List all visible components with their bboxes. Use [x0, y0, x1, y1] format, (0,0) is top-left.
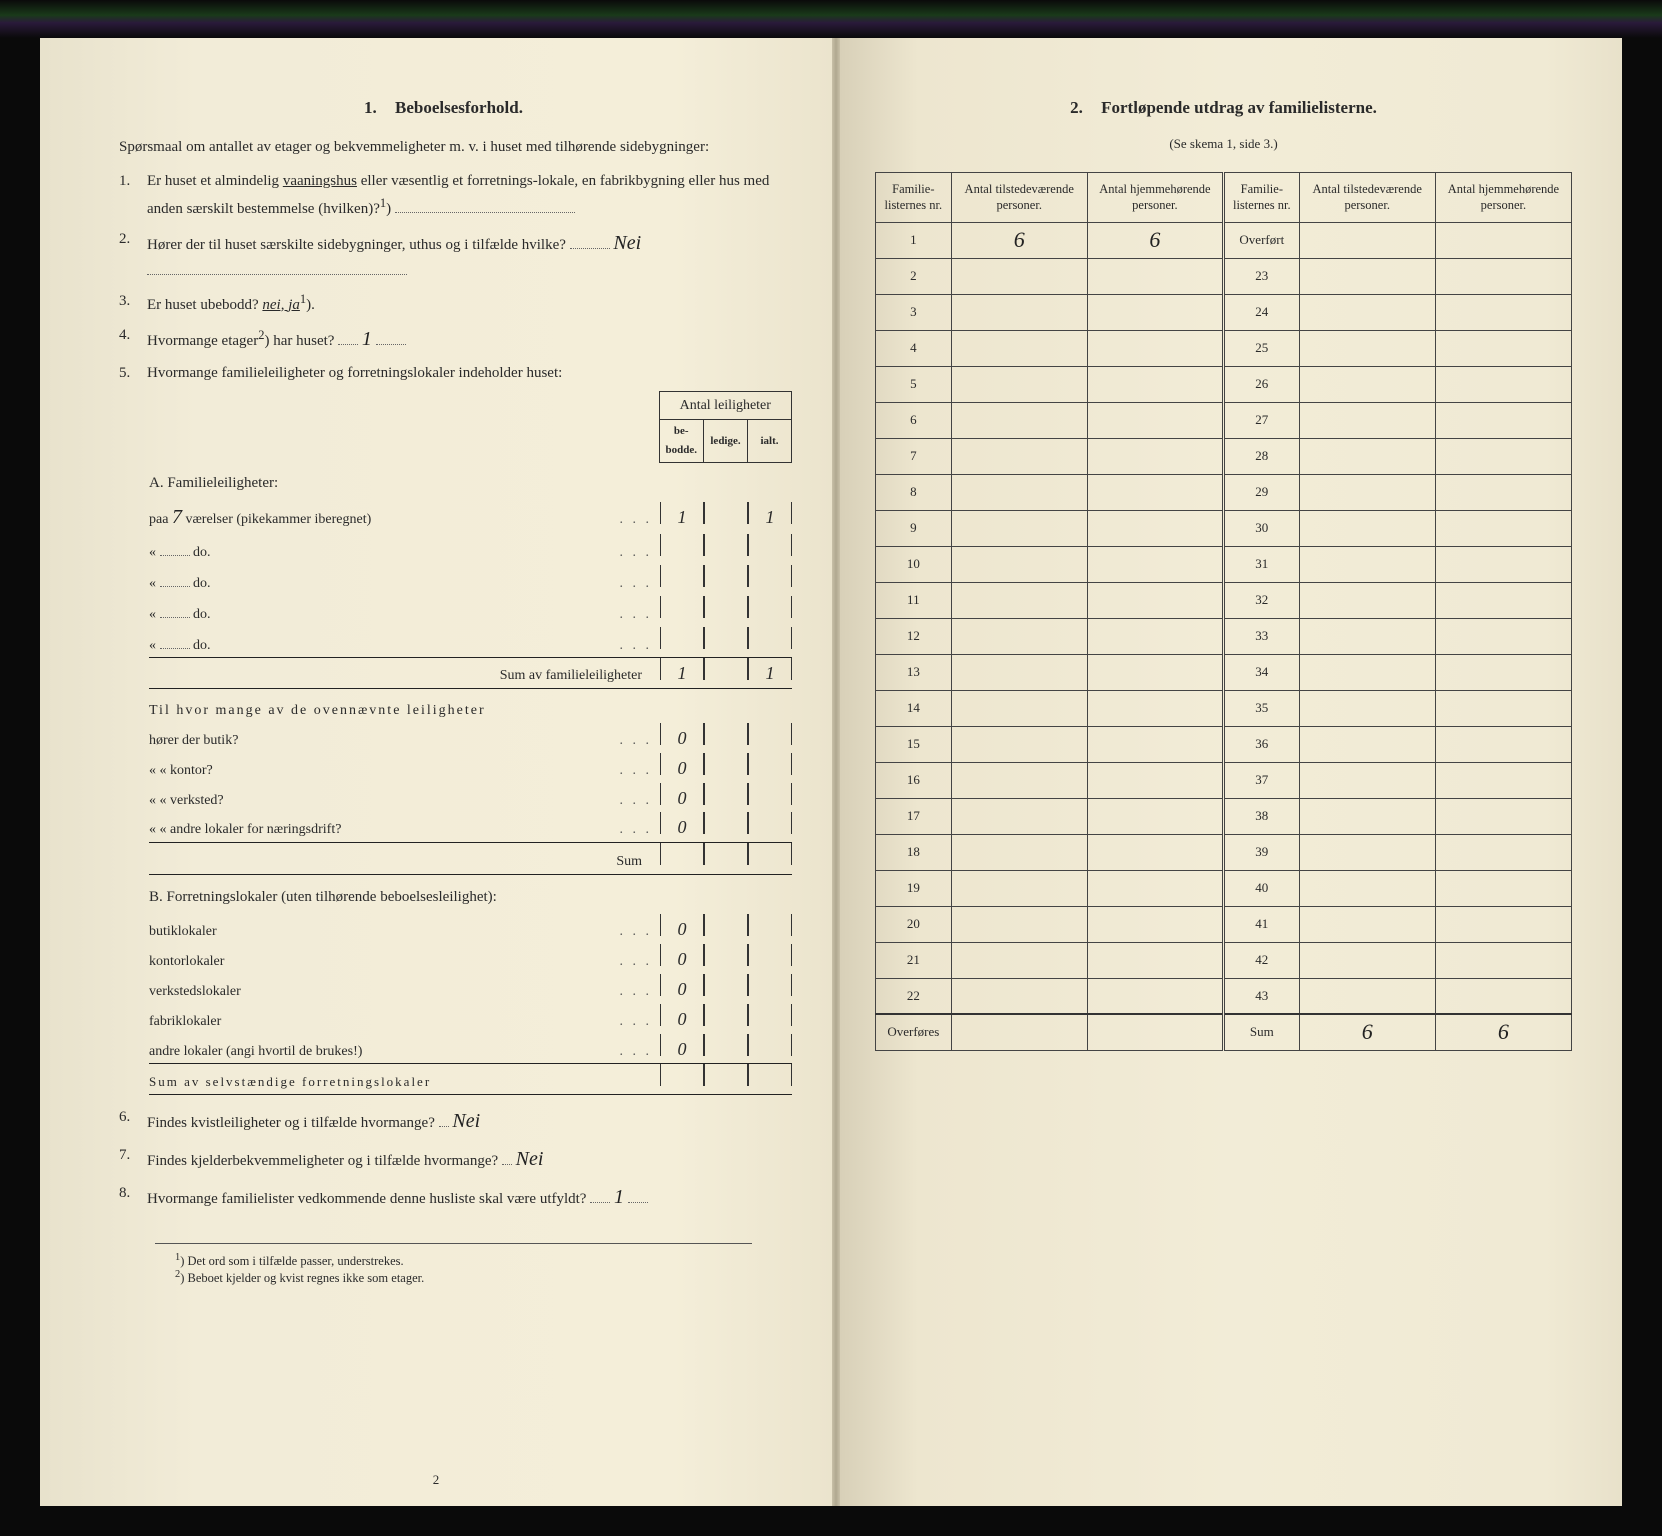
- table-row: 1637: [876, 762, 1572, 798]
- right-subtitle: (Se skema 1, side 3.): [875, 136, 1572, 152]
- question-5: 5. Hvormange familieleiligheter og forre…: [119, 361, 792, 385]
- table-row: 829: [876, 474, 1572, 510]
- question-7: 7. Findes kjelderbekvemmeligheter og i t…: [119, 1143, 792, 1175]
- table-row: kontorlokaler . . . 0: [149, 944, 792, 974]
- table-row: 223: [876, 258, 1572, 294]
- table-row: « do. . . .: [149, 565, 792, 596]
- table-row: 1334: [876, 654, 1572, 690]
- scanner-strip: [0, 0, 1662, 38]
- table-row: butiklokaler . . . 0: [149, 914, 792, 944]
- footnotes: 1) Det ord som i tilfælde passer, unders…: [155, 1243, 752, 1286]
- section-text: Fortløpende utdrag av familielisterne.: [1101, 98, 1377, 117]
- family-table: Familie- listernes nr. Antal tilstedevær…: [875, 172, 1572, 1051]
- table-row: « do. . . .: [149, 534, 792, 565]
- question-4: 4. Hvormange etager2) har huset? 1: [119, 323, 792, 355]
- table-row: 2041: [876, 906, 1572, 942]
- table-row: 2243: [876, 978, 1572, 1014]
- table-row: hører der butik? . . . 0: [149, 723, 792, 753]
- q2-answer: Nei: [613, 232, 641, 254]
- table-row: 1738: [876, 798, 1572, 834]
- table-row: paa 7 værelser (pikekammer iberegnet) . …: [149, 500, 792, 534]
- question-list: 1. Er huset et almindelig vaaningshus el…: [119, 169, 792, 1213]
- antal-header: Antal leiligheter be- bodde. ledige. ial…: [659, 391, 792, 463]
- question-1: 1. Er huset et almindelig vaaningshus el…: [119, 169, 792, 221]
- section-mid-sum: Sum: [149, 842, 792, 875]
- table-row: « « verksted? . . . 0: [149, 783, 792, 813]
- table-row: 1940: [876, 870, 1572, 906]
- book-spine: [832, 38, 840, 1506]
- table-row: 728: [876, 438, 1572, 474]
- left-section-title: 1. Beboelsesforhold.: [95, 98, 792, 118]
- family-footer-row: Overføres Sum 6 6: [876, 1014, 1572, 1050]
- question-3: 3. Er huset ubebodd? nei, ja1).: [119, 289, 792, 317]
- table-row: « do. . . .: [149, 627, 792, 658]
- right-page: 2. Fortløpende utdrag av familielisterne…: [840, 38, 1622, 1506]
- q1-blank: [395, 199, 575, 213]
- intro-text: Spørsmaal om antallet av etager og bekve…: [95, 136, 792, 159]
- footnote-1: 1) Det ord som i tilfælde passer, unders…: [155, 1252, 752, 1269]
- table-row: verkstedslokaler . . . 0: [149, 974, 792, 1004]
- question-8: 8. Hvormange familielister vedkommende d…: [119, 1181, 792, 1213]
- question-6: 6. Findes kvistleiligheter og i tilfælde…: [119, 1105, 792, 1137]
- right-section-title: 2. Fortløpende utdrag av familielisterne…: [875, 98, 1572, 118]
- table-row: 166Overført: [876, 222, 1572, 258]
- table-row: « « kontor? . . . 0: [149, 753, 792, 783]
- table-row: 324: [876, 294, 1572, 330]
- q6-answer: Nei: [452, 1110, 480, 1132]
- table-row: 1839: [876, 834, 1572, 870]
- book-spread: 1. Beboelsesforhold. Spørsmaal om antall…: [40, 38, 1622, 1506]
- table-row: fabriklokaler . . . 0: [149, 1004, 792, 1034]
- question-2: 2. Hører der til huset særskilte sidebyg…: [119, 227, 792, 283]
- q5-table-area: Antal leiligheter be- bodde. ledige. ial…: [149, 391, 792, 1095]
- section-text: Beboelsesforhold.: [395, 98, 523, 117]
- section-mid-rows: hører der butik? . . . 0« « kontor? . . …: [149, 723, 792, 842]
- section-num: 1.: [364, 98, 377, 117]
- section-b-rows: butiklokaler . . . 0kontorlokaler . . . …: [149, 914, 792, 1063]
- q4-answer: 1: [362, 328, 372, 350]
- table-row: 627: [876, 402, 1572, 438]
- page-number: 2: [433, 1472, 440, 1488]
- table-row: 1435: [876, 690, 1572, 726]
- section-num: 2.: [1070, 98, 1083, 117]
- table-row: « « andre lokaler for næringsdrift? . . …: [149, 812, 792, 842]
- section-a-title: A. Familieleiligheter:: [149, 471, 792, 497]
- table-row: 1031: [876, 546, 1572, 582]
- family-table-body: 166Overført22332442552662772882993010311…: [876, 222, 1572, 1014]
- table-row: « do. . . .: [149, 596, 792, 627]
- q7-answer: Nei: [516, 1148, 544, 1170]
- table-row: 425: [876, 330, 1572, 366]
- table-row: 930: [876, 510, 1572, 546]
- section-a-sum: Sum av familieleiligheter 1 1: [149, 657, 792, 689]
- footnote-2: 2) Beboet kjelder og kvist regnes ikke s…: [155, 1269, 752, 1286]
- table-row: 2142: [876, 942, 1572, 978]
- q8-answer: 1: [614, 1186, 624, 1208]
- section-a-rows: paa 7 værelser (pikekammer iberegnet) . …: [149, 500, 792, 657]
- section-b-sum: Sum av selvstændige forretningslokaler: [149, 1063, 792, 1094]
- table-row: 526: [876, 366, 1572, 402]
- left-page: 1. Beboelsesforhold. Spørsmaal om antall…: [40, 38, 832, 1506]
- table-row: 1132: [876, 582, 1572, 618]
- section-b-title: B. Forretningslokaler (uten tilhørende b…: [149, 885, 792, 911]
- mid-intro: Til hvor mange av de ovennævnte leilighe…: [149, 699, 792, 723]
- table-row: andre lokaler (angi hvortil de brukes!) …: [149, 1034, 792, 1064]
- table-row: 1233: [876, 618, 1572, 654]
- table-row: 1536: [876, 726, 1572, 762]
